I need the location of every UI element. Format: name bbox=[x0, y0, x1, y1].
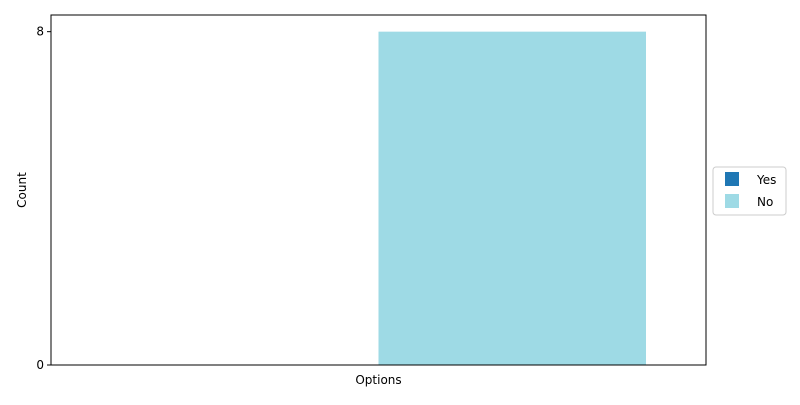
y-axis-ticks: 08 bbox=[36, 25, 51, 372]
bar-no bbox=[378, 31, 646, 366]
legend-label-yes: Yes bbox=[756, 173, 776, 187]
legend: Yes No bbox=[712, 166, 787, 216]
legend-label-no: No bbox=[757, 195, 773, 209]
legend-swatch-yes bbox=[725, 172, 739, 186]
x-axis-label: Options bbox=[355, 373, 401, 387]
y-axis-label: Count bbox=[15, 172, 29, 208]
y-tick-label: 8 bbox=[36, 25, 44, 39]
legend-swatch-no bbox=[725, 194, 739, 208]
plot-frame bbox=[50, 14, 707, 366]
bars-group bbox=[378, 31, 646, 366]
y-tick-label: 0 bbox=[36, 358, 44, 372]
